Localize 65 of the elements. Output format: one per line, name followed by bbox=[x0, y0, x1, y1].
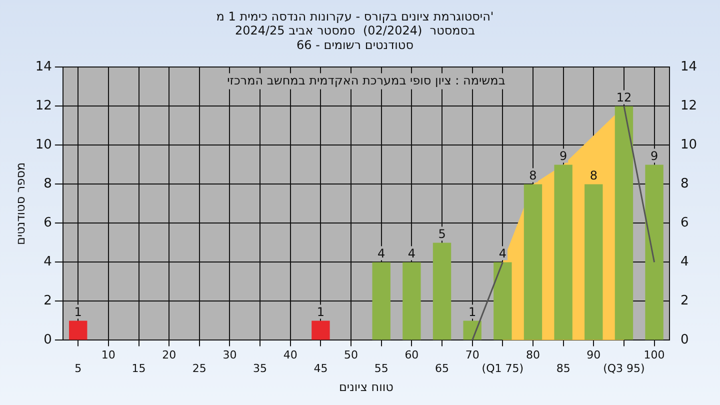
bar bbox=[312, 320, 330, 340]
y2-tick-label: 10 bbox=[680, 138, 698, 153]
bar bbox=[584, 184, 603, 340]
y-tick-label: 12 bbox=[35, 98, 52, 114]
x-tick-label: 85 bbox=[556, 362, 570, 375]
data-label: 8 bbox=[529, 168, 537, 182]
chart-subtitle: בסמסטר (02/2024) סמסטר אביב 2024/25 סטודנטים רשומים - 66 bbox=[234, 24, 476, 52]
y2-tick-label: 8 bbox=[680, 176, 689, 192]
x-tick-label: 60 bbox=[404, 348, 419, 362]
y-axis-title: מספר סטודנטים bbox=[13, 162, 28, 246]
x-tick-label: 15 bbox=[132, 362, 146, 375]
y2-tick-label: 0 bbox=[680, 332, 689, 348]
y-tick-label: 10 bbox=[35, 138, 52, 153]
data-label: 9 bbox=[650, 148, 658, 163]
y2-tick-label: 14 bbox=[680, 60, 698, 75]
data-label: 8 bbox=[590, 168, 598, 182]
y2-tick-label: 6 bbox=[680, 216, 689, 231]
x-tick-label: 55 bbox=[374, 362, 388, 375]
x-tick-label: 80 bbox=[526, 348, 540, 362]
bar bbox=[524, 184, 542, 340]
x-tick-label: 90 bbox=[586, 348, 601, 362]
x-tick-label: 100 bbox=[644, 348, 665, 362]
bar bbox=[614, 106, 634, 340]
bar bbox=[372, 262, 390, 340]
x-tick-label: 65 bbox=[435, 362, 450, 375]
x-tick-label: 20 bbox=[162, 348, 176, 362]
x-tick-label: 10 bbox=[101, 348, 116, 362]
x-tick-label: 5 bbox=[74, 362, 82, 375]
data-label: 1 bbox=[316, 304, 325, 319]
bar bbox=[645, 164, 664, 340]
bar bbox=[554, 164, 572, 340]
x-tick-label: (Q3 95) bbox=[603, 362, 645, 375]
x-axis-title: טווח ציונים bbox=[338, 380, 394, 394]
annotation: במשימה : ציון סופי במערכת האקדמית במחשב המרכזי bbox=[227, 73, 506, 88]
y-tick-label: 14 bbox=[35, 60, 52, 75]
data-label: 5 bbox=[438, 226, 446, 241]
x-tick-label: (Q1 75) bbox=[482, 362, 524, 375]
y2-tick-label: 2 bbox=[680, 294, 689, 309]
data-label: 4 bbox=[498, 246, 506, 260]
data-label: 4 bbox=[378, 246, 386, 260]
x-tick-label: 25 bbox=[192, 362, 206, 375]
y-tick-label: 0 bbox=[44, 332, 52, 348]
data-label: 4 bbox=[408, 246, 416, 260]
x-tick-label: 35 bbox=[253, 362, 268, 375]
data-label: 9 bbox=[559, 148, 568, 163]
x-tick-label: 50 bbox=[344, 348, 358, 362]
y-tick-label: 8 bbox=[44, 176, 52, 192]
x-tick-label: 70 bbox=[465, 348, 480, 362]
data-label: 12 bbox=[616, 90, 632, 104]
y-tick-label: 2 bbox=[44, 294, 52, 309]
bar bbox=[432, 242, 452, 340]
y-tick-label: 6 bbox=[44, 216, 52, 231]
x-tick-label: 45 bbox=[314, 362, 328, 375]
y2-tick-label: 4 bbox=[680, 254, 689, 270]
y2-tick-label: 12 bbox=[680, 98, 698, 114]
x-tick-label: 30 bbox=[222, 348, 237, 362]
bar bbox=[463, 320, 482, 340]
bar bbox=[402, 262, 421, 340]
bar bbox=[69, 320, 88, 340]
data-label: 1 bbox=[468, 304, 476, 319]
x-tick-label: 40 bbox=[283, 348, 298, 362]
bar bbox=[494, 262, 512, 340]
chart-title: היסטוגרמת ציונים בקורס - עקרונות הנדסה כימית 1 מ' bbox=[216, 9, 494, 24]
data-label: 1 bbox=[74, 304, 82, 319]
y-tick-label: 4 bbox=[44, 254, 52, 270]
